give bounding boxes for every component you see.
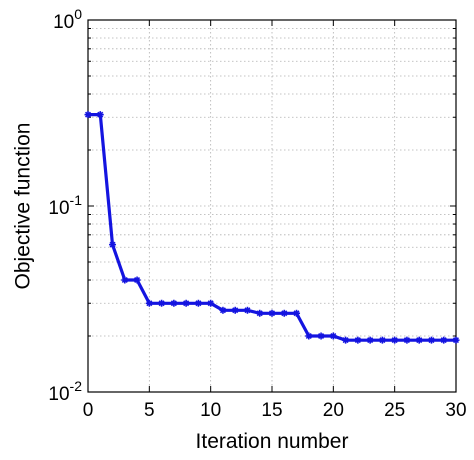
y-tick-exponent: -2: [70, 378, 83, 394]
y-tick-label: 10-2: [48, 378, 82, 405]
data-point: [280, 309, 288, 317]
x-tick-labels: 0 5 10 15 20 25 30: [83, 400, 467, 421]
data-point: [207, 299, 215, 307]
data-point: [96, 111, 104, 119]
y-tick-exponent: 0: [74, 6, 82, 22]
data-point: [305, 332, 313, 340]
data-point: [378, 336, 386, 344]
data-point: [84, 111, 92, 119]
x-tick-label: 20: [323, 400, 344, 421]
data-point: [231, 306, 239, 314]
data-point: [256, 309, 264, 317]
x-tick-label: 10: [200, 400, 221, 421]
x-tick-label: 5: [144, 400, 155, 421]
grid-lines: [88, 20, 456, 392]
data-point: [219, 306, 227, 314]
x-axis-label: Iteration number: [196, 430, 349, 453]
y-tick-label: 10-1: [48, 192, 82, 219]
data-point: [440, 336, 448, 344]
y-tick-base: 10: [48, 384, 69, 405]
data-point: [342, 336, 350, 344]
y-tick-base: 10: [53, 12, 74, 33]
data-point: [109, 241, 117, 249]
data-point: [158, 299, 166, 307]
x-tick-label: 0: [83, 400, 94, 421]
x-tick-label: 15: [261, 400, 282, 421]
data-point: [317, 332, 325, 340]
data-point: [391, 336, 399, 344]
x-tick-label: 25: [384, 400, 405, 421]
data-point: [293, 309, 301, 317]
data-point: [243, 306, 251, 314]
data-point: [452, 336, 460, 344]
data-point: [354, 336, 362, 344]
y-axis-label: Objective function: [12, 123, 35, 290]
data-point: [427, 336, 435, 344]
data-point: [121, 276, 129, 284]
data-point: [403, 336, 411, 344]
x-tick-label: 30: [445, 400, 466, 421]
y-tick-exponent: -1: [70, 192, 83, 208]
data-point: [415, 336, 423, 344]
data-point: [194, 299, 202, 307]
data-point: [329, 332, 337, 340]
data-point: [145, 299, 153, 307]
data-point: [133, 276, 141, 284]
data-point: [170, 299, 178, 307]
series-markers: [84, 111, 460, 344]
data-point: [366, 336, 374, 344]
data-point: [268, 309, 276, 317]
y-tick-base: 10: [48, 198, 69, 219]
y-tick-label: 100: [53, 6, 82, 33]
axis-ticks: [87, 20, 457, 393]
data-point: [182, 299, 190, 307]
